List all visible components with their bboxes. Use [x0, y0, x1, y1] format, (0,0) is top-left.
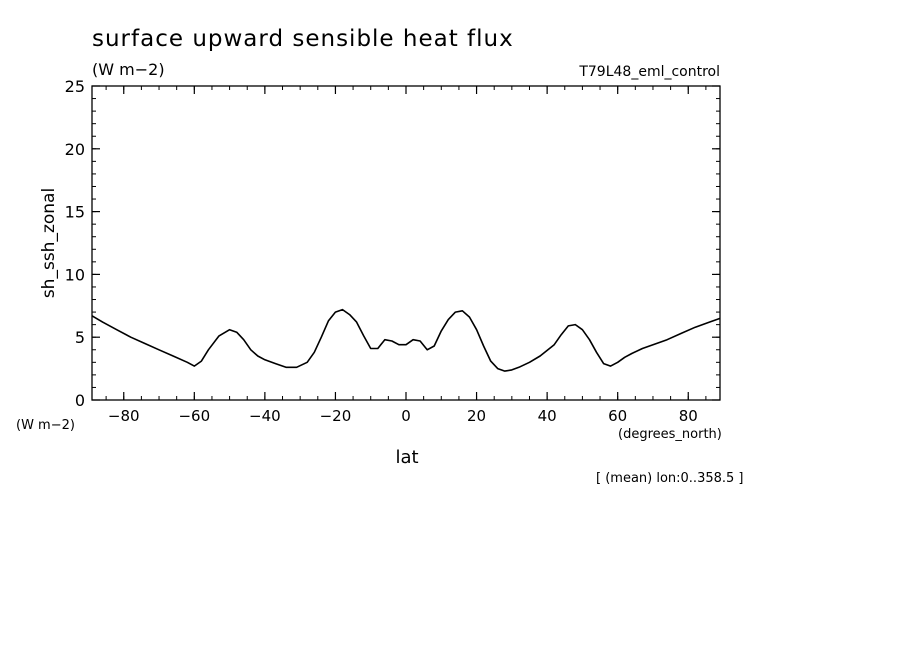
- y-axis-label: sh_ssh_zonal: [39, 188, 59, 298]
- x-tick-label: 60: [608, 407, 627, 425]
- plot-frame: [91, 85, 721, 401]
- x-tick-label: −80: [108, 407, 140, 425]
- y-minor-ticks: [92, 85, 720, 401]
- chart-units: (W m−2): [92, 60, 165, 79]
- y-axis-ticks: 0 5 10 15 20 25: [65, 77, 720, 410]
- series-line: [91, 308, 721, 372]
- y-axis-units: (W m−2): [16, 418, 75, 433]
- chart-title: surface upward sensible heat flux: [92, 26, 514, 52]
- x-tick-label: 40: [538, 407, 557, 425]
- x-tick-label: −60: [178, 407, 210, 425]
- x-axis-ticks: −80 −60 −40 −20 0 20 40 60 80: [108, 86, 698, 425]
- x-minor-ticks: [105, 86, 707, 400]
- x-axis-label: lat: [395, 447, 418, 468]
- y-tick-label: 5: [75, 328, 85, 347]
- y-tick-label: 10: [65, 265, 85, 284]
- y-tick-label: 25: [65, 77, 85, 96]
- y-tick-label: 20: [65, 140, 85, 159]
- x-axis-units: (degrees_north): [618, 427, 722, 442]
- run-label: T79L48_eml_control: [578, 64, 720, 80]
- series-layer: [91, 308, 721, 372]
- x-tick-label: 20: [467, 407, 486, 425]
- y-tick-label: 0: [75, 391, 85, 410]
- y-tick-label: 15: [65, 203, 85, 222]
- x-tick-label: 80: [679, 407, 698, 425]
- x-tick-label: 0: [401, 407, 411, 425]
- x-tick-label: −20: [320, 407, 352, 425]
- x-tick-label: −40: [249, 407, 281, 425]
- footnote: [ (mean) lon:0..358.5 ]: [596, 471, 744, 486]
